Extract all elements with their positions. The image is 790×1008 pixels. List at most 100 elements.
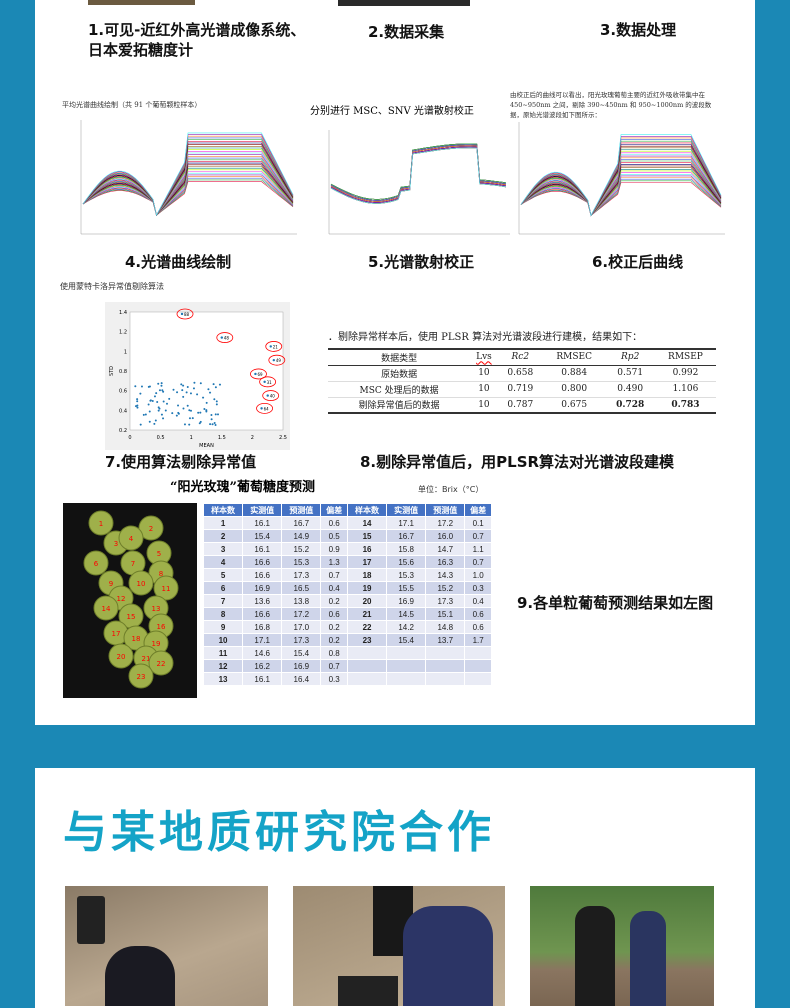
table-cell: MSC 处理后的数据 [328, 381, 471, 398]
table-row: 7 13.6 13.8 0.2 20 16.9 17.3 0.4 [202, 594, 492, 608]
step-4-caption: 4.光谱曲线绘制 [125, 253, 232, 271]
y-tick-label: 1.4 [119, 310, 127, 316]
scatter-point [180, 383, 183, 386]
table-cell: 0.2 [320, 633, 348, 647]
table-cell [464, 646, 492, 660]
table-cell: 0.992 [654, 365, 716, 382]
table-cell: 16.9 [242, 581, 283, 595]
scatter-point [199, 420, 202, 423]
scatter-point [197, 411, 200, 414]
outlier-point [266, 394, 269, 397]
scatter-point [193, 381, 196, 384]
scatter-point [215, 403, 218, 406]
outlier-circle [259, 376, 277, 388]
spectrum-line [520, 134, 722, 217]
y-tick-label: 0.4 [119, 408, 127, 414]
table-cell: 16.7 [281, 516, 322, 530]
table-cell: 14.2 [386, 620, 427, 634]
table-row: 13 16.1 16.4 0.3 [202, 672, 492, 686]
table-cell: 15.8 [386, 542, 427, 556]
grape-berry [128, 570, 154, 596]
table-cell: 3 [202, 542, 244, 556]
table-cell: 0.719 [497, 381, 543, 398]
y-tick-label: 0.6 [119, 389, 127, 395]
table-cell: 16.6 [242, 568, 283, 582]
table-cell [464, 672, 492, 686]
table-cell: 0.783 [654, 397, 716, 414]
spectrum-line [330, 145, 507, 202]
table-cell: 15.1 [425, 607, 466, 621]
table-cell: 16.6 [242, 555, 283, 569]
chart-3-title: 由校正后的曲线可以看出，阳光玫瑰葡萄主要的近红外吸收带集中在 450~950nm… [510, 91, 712, 119]
spectrum-line [330, 147, 507, 204]
spectrum-line [330, 145, 507, 202]
table-cell: 16 [346, 542, 388, 556]
field-photo-3 [530, 886, 714, 1006]
table-cell: 16.1 [242, 516, 283, 530]
table-cell: 0.675 [542, 397, 606, 414]
table-cell: 0.9 [320, 542, 348, 556]
table-cell: 16.8 [242, 620, 283, 634]
table-cell: 0.884 [542, 365, 606, 382]
spectrum-line [520, 177, 722, 217]
table-cell: 0.6 [464, 620, 492, 634]
table-cell: 1.3 [320, 555, 348, 569]
scatter-point [157, 382, 160, 385]
table-cell: 原始数据 [328, 365, 471, 382]
spectrum-line [82, 167, 294, 216]
table-cell: 0.7 [464, 529, 492, 543]
table-cell: 0.3 [320, 672, 348, 686]
plsr-results-table: 数据类型 Lvs Rc2 RMSEC Rp2 RMSEP 原始数据 10 0.658… [328, 348, 716, 414]
table-cell: 10 [470, 381, 498, 398]
table-row: 1 16.1 16.7 0.6 14 17.1 17.2 0.1 [202, 516, 492, 530]
chart-1-title: 平均光谱曲线绘制（共 91 个葡萄颗粒样本） [62, 101, 202, 109]
table-row: 8 16.6 17.2 0.6 21 14.5 15.1 0.6 [202, 607, 492, 621]
scatter-point [165, 402, 168, 405]
table-cell [386, 646, 427, 660]
scatter-point [136, 400, 139, 403]
x-tick-label: 0.5 [157, 435, 165, 441]
grape-number: 3 [114, 540, 118, 548]
scatter-point [139, 423, 142, 426]
spectrum-line [520, 172, 722, 217]
table-cell: 0.571 [605, 365, 655, 382]
scatter-point [162, 390, 165, 393]
scatter-point [164, 409, 167, 412]
outlier-circle [262, 390, 280, 401]
table-cell: 0.2 [320, 594, 348, 608]
spectrum-line [82, 172, 294, 216]
scatter-point [136, 406, 139, 409]
table-cell: 1.7 [464, 633, 492, 647]
scatter-point [149, 399, 152, 402]
scatter-point [136, 398, 139, 401]
outlier-point [263, 380, 266, 384]
scatter-point [212, 383, 215, 386]
spectrum-line [330, 145, 507, 202]
spectra-chart-raw [80, 120, 297, 235]
step-6-caption: 6.校正后曲线 [592, 253, 684, 271]
scatter-point [198, 422, 201, 425]
grape-number: 17 [112, 630, 121, 638]
table-cell: 17.0 [281, 620, 322, 634]
table-cell: 1.1 [464, 542, 492, 556]
table-cell: 12 [202, 659, 244, 673]
table-cell [386, 659, 427, 673]
outlier-scatter-plot: 0 0.5 1 1.5 2 2.5 1.4 1.2 1 0.8 0.6 0.4 0.2 MEAN STD 88… [105, 302, 290, 450]
scatter-point [209, 423, 212, 426]
table-cell: 7 [202, 594, 244, 608]
spectrum-line [330, 146, 507, 203]
table-row: 10 17.1 17.3 0.2 23 15.4 13.7 1.7 [202, 633, 492, 647]
scatter-point [177, 411, 180, 414]
scatter-point [207, 388, 210, 391]
spectrum-line [330, 144, 507, 201]
scatter-point [188, 417, 191, 420]
grape-number: 16 [157, 623, 166, 631]
grape-number: 21 [142, 655, 151, 663]
table-cell: 0.7 [320, 659, 348, 673]
field-photo-2 [293, 886, 505, 1006]
table-cell: 0.787 [497, 397, 543, 414]
table-cell: 10 [470, 365, 498, 382]
table-cell: 15.2 [425, 581, 466, 595]
table-cell: 14.7 [425, 542, 466, 556]
scatter-point [199, 382, 202, 385]
